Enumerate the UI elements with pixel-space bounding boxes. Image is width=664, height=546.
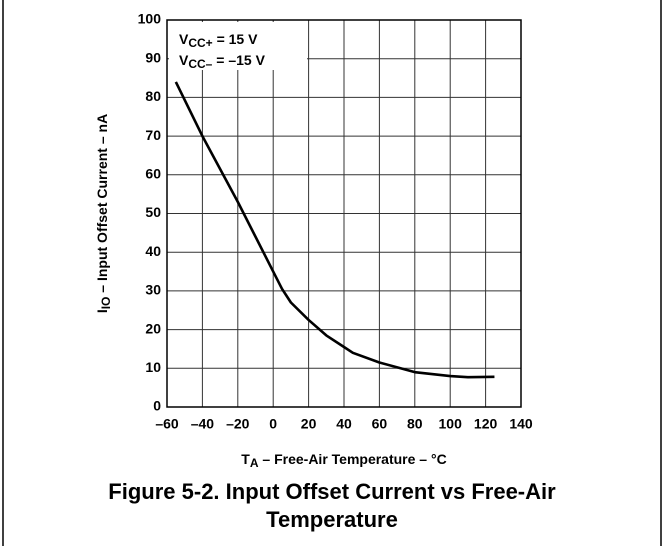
x-tick-label: 120 <box>474 416 498 432</box>
label-symbol: I <box>94 309 110 313</box>
x-tick-label: 100 <box>439 416 463 432</box>
line-series <box>174 81 495 379</box>
label-symbol: V <box>179 31 189 47</box>
plot-frame <box>166 19 522 408</box>
y-tick-label: 80 <box>145 88 161 104</box>
label-text: = –15 V <box>212 52 265 68</box>
x-axis-label: TA – Free-Air Temperature – °C <box>241 451 446 470</box>
y-axis-label: IIO – Input Offset Current – nA <box>94 114 113 313</box>
annotation-box <box>169 22 307 70</box>
y-tick-label: 70 <box>145 127 161 143</box>
annotation: VCC+ = 15 V <box>179 31 258 50</box>
y-tick-label: 0 <box>153 398 161 414</box>
label-subscript: CC– <box>188 57 212 71</box>
x-tick-label: –40 <box>191 416 215 432</box>
y-tick-label: 30 <box>145 282 161 298</box>
y-tick-label: 90 <box>145 49 161 65</box>
label-symbol: V <box>179 52 189 68</box>
label-subscript: CC+ <box>188 36 212 50</box>
y-tick-label: 20 <box>145 320 161 336</box>
y-tick-label: 40 <box>145 243 161 259</box>
label-symbol: T <box>241 451 250 467</box>
x-tick-label: 0 <box>269 416 277 432</box>
label-subscript: A <box>250 456 259 470</box>
y-tick-label: 10 <box>145 359 161 375</box>
label-text: – Free-Air Temperature – °C <box>259 451 447 467</box>
y-tick-label: 50 <box>145 204 161 220</box>
label-subscript: IO <box>99 297 113 310</box>
x-tick-label: 40 <box>336 416 352 432</box>
x-tick-label: –60 <box>155 416 179 432</box>
label-text: = 15 V <box>213 31 258 47</box>
x-tick-label: –20 <box>226 416 250 432</box>
x-tick-label: 80 <box>407 416 423 432</box>
y-tick-label: 60 <box>145 166 161 182</box>
y-tick-label: 100 <box>138 11 162 27</box>
annotation: VCC– = –15 V <box>179 52 266 71</box>
label-text: – Input Offset Current – nA <box>94 114 110 297</box>
x-tick-label: 140 <box>509 416 533 432</box>
chart-title: Figure 5-2. Input Offset Current vs Free… <box>108 479 556 532</box>
x-tick-label: 60 <box>372 416 388 432</box>
x-tick-label: 20 <box>301 416 317 432</box>
